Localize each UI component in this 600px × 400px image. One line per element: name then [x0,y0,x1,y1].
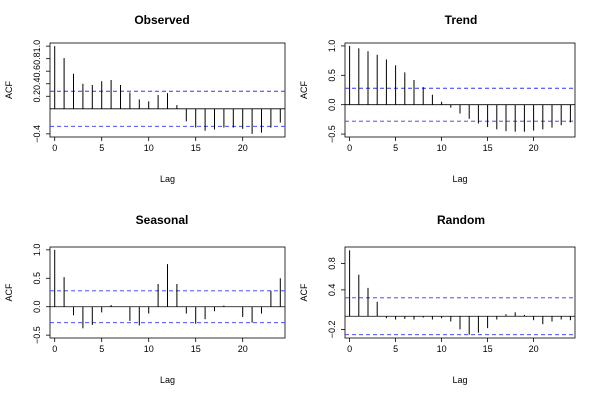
chart-title: Trend [445,13,478,27]
observed-panel: Observed Lag ACF 0 5 10 15 20 −0.4 0.20.40.60.… [4,13,286,184]
x-axis-label: Lag [160,174,175,184]
x-tick-label: 20 [529,344,539,354]
y-axis-label: ACF [299,283,309,302]
x-tick-label: 20 [238,143,248,153]
x-tick-label: 5 [393,143,398,153]
chart-title: Observed [134,13,189,27]
y-tick-label: 0.5 [32,272,42,285]
x-tick-label: 0 [347,344,352,354]
x-tick-label: 20 [529,143,539,153]
x-axis-label: Lag [452,375,467,385]
plot-frame [344,246,576,339]
y-tick-label: −0.2 [327,321,337,339]
chart-title: Random [437,213,485,227]
x-tick-label: 0 [347,143,352,153]
y-tick-label: 1.0 [32,244,42,257]
x-tick-label: 0 [52,143,57,153]
x-tick-label: 10 [437,143,447,153]
y-tick-label: 0.0 [32,300,42,313]
y-tick-label: 0.6 [32,65,42,78]
y-tick-label: 1.0 [327,40,337,53]
x-tick-label: 5 [99,344,104,354]
y-axis-label: ACF [4,283,14,302]
x-tick-label: 15 [191,344,201,354]
x-tick-label: 15 [191,143,201,153]
y-tick-label: 1.0 [32,40,42,53]
trend-panel: Trend Lag ACF 0 5 10 15 20 −0.5 0.0 0.5 1.0 [299,13,576,184]
y-axis-label: ACF [4,80,14,99]
y-tick-label: 0.5 [327,69,337,82]
chart-title: Seasonal [136,213,189,227]
random-panel: Random Lag ACF 0 5 10 15 20 −0.2 0.4 0.8 [299,213,576,385]
y-tick-label: 0.4 [327,284,337,297]
x-tick-label: 10 [144,143,154,153]
x-tick-label: 20 [238,344,248,354]
x-tick-label: 0 [52,344,57,354]
x-tick-label: 15 [483,143,493,153]
x-tick-label: 10 [437,344,447,354]
seasonal-panel: Seasonal Lag ACF 0 5 10 15 20 −0.5 0.0 0.5 1.0 [4,213,286,385]
plot-frame [344,42,576,138]
x-tick-label: 5 [393,344,398,354]
y-tick-label: −0.5 [327,125,337,143]
y-tick-label: 0.8 [32,52,42,65]
y-tick-label: 0.8 [327,257,337,270]
x-axis-label: Lag [452,174,467,184]
x-axis-label: Lag [160,375,175,385]
x-tick-label: 5 [99,143,104,153]
y-axis-label: ACF [299,80,309,99]
x-tick-label: 15 [483,344,493,354]
y-tick-label: −0.4 [32,125,42,143]
y-tick-label: 0.2 [32,90,42,103]
y-tick-label: 0.0 [327,98,337,111]
plot-frame [49,246,286,339]
y-tick-label: 0.4 [32,77,42,90]
plot-frame [49,42,286,138]
y-tick-label: −0.5 [32,326,42,344]
x-tick-label: 10 [144,344,154,354]
